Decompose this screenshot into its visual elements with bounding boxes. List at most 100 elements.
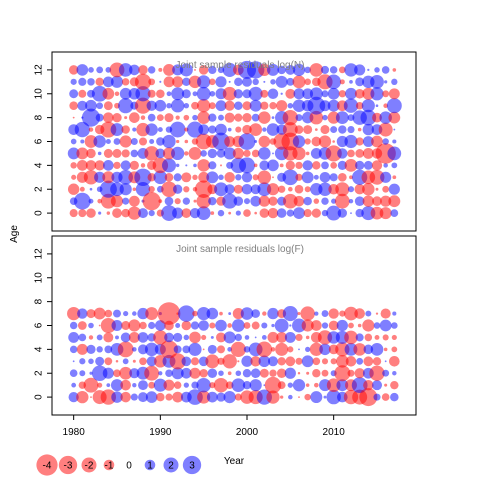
residual-bubble — [106, 211, 111, 215]
residual-bubble — [194, 180, 213, 198]
residual-bubble — [209, 78, 216, 86]
y-tick-label: 10 — [34, 88, 45, 100]
residual-bubble — [161, 158, 177, 173]
residual-bubble — [295, 357, 303, 365]
residual-bubble — [390, 380, 399, 390]
residual-bubble — [382, 138, 389, 145]
residual-bubble — [258, 147, 271, 160]
residual-bubble — [344, 63, 358, 77]
residual-bubble — [251, 149, 260, 158]
residual-bubble — [318, 135, 332, 148]
residual-bubble — [390, 209, 399, 217]
residual-bubble — [72, 360, 75, 363]
residual-bubble — [222, 354, 237, 369]
residual-bubble — [121, 321, 131, 330]
residual-bubble — [355, 149, 365, 158]
residual-bubble — [144, 146, 159, 161]
residual-bubble — [190, 321, 200, 330]
residual-bubble — [110, 195, 124, 208]
residual-bubble — [272, 176, 274, 179]
legend-bubble — [103, 459, 115, 471]
residual-bubble — [110, 123, 124, 136]
residual-bubble — [304, 66, 311, 74]
residual-bubble — [217, 209, 225, 217]
residual-bubble — [295, 114, 303, 122]
residual-bubble — [230, 341, 246, 357]
bubbles-log-f — [67, 302, 400, 407]
residual-bubble — [162, 134, 176, 149]
residual-bubble — [372, 112, 382, 123]
residual-bubble — [69, 209, 78, 218]
residual-bubble — [371, 160, 383, 171]
residual-bubble — [339, 310, 346, 317]
residual-bubble — [110, 379, 124, 392]
residual-bubble — [266, 183, 280, 196]
residual-bubble — [69, 101, 78, 110]
residual-bubble — [102, 87, 115, 100]
residual-bubble — [78, 333, 87, 342]
residual-bubble — [337, 160, 347, 170]
residual-bubble — [258, 63, 271, 76]
residual-bubble — [350, 212, 352, 215]
residual-bubble — [122, 197, 130, 205]
panel-title-log-n: Joint sample residuals log(N) — [176, 60, 305, 71]
residual-bubble — [392, 175, 397, 180]
residual-bubble — [351, 377, 368, 394]
residual-bubble — [86, 208, 96, 218]
residual-bubble — [67, 183, 80, 195]
residual-bubble — [223, 147, 236, 160]
residual-bubble — [326, 378, 341, 393]
residual-bubble — [329, 66, 338, 74]
residual-bubble — [305, 383, 310, 387]
residual-bubble — [298, 396, 300, 398]
legend-label: 0 — [126, 461, 132, 472]
residual-bubble — [309, 87, 323, 101]
residual-bubble — [71, 174, 77, 180]
residual-bubble — [86, 344, 96, 354]
residual-bubble — [304, 138, 311, 145]
residual-bubble — [344, 306, 358, 321]
residual-bubble — [228, 312, 232, 315]
residual-bubble — [183, 382, 189, 388]
residual-bubble — [184, 151, 189, 156]
residual-bubble — [100, 389, 117, 405]
residual-bubble — [159, 80, 162, 83]
residual-bubble — [132, 127, 137, 132]
residual-bubble — [79, 186, 85, 192]
residual-bubble — [354, 196, 365, 206]
residual-bubble — [88, 335, 94, 340]
residual-bubble — [113, 369, 121, 378]
residual-bubble — [362, 319, 375, 332]
residual-bubble — [283, 193, 298, 209]
residual-bubble — [347, 186, 355, 193]
residual-bubble — [293, 88, 305, 100]
residual-bubble — [355, 160, 365, 171]
residual-bubble — [277, 65, 286, 75]
residual-bubble — [323, 395, 327, 399]
residual-bubble — [98, 211, 102, 215]
residual-bubble — [337, 148, 348, 159]
residual-bubble — [322, 114, 328, 121]
residual-bubble — [252, 174, 259, 181]
legend-bubble — [36, 454, 58, 476]
residual-bubble — [309, 110, 324, 125]
residual-bubble — [76, 147, 89, 160]
residual-bubble — [380, 171, 392, 183]
residual-bubble — [80, 139, 85, 144]
legend-label: 3 — [189, 461, 195, 472]
residual-bubble — [254, 211, 257, 215]
residual-bubble — [364, 333, 373, 342]
residual-bubble — [110, 182, 124, 197]
residual-bubble — [97, 198, 102, 204]
residual-bubble — [165, 393, 173, 401]
residual-bubble — [208, 125, 217, 134]
residual-bubble — [83, 170, 99, 185]
residual-bubble — [77, 321, 87, 330]
residual-bubble — [392, 68, 397, 72]
residual-bubble — [276, 368, 287, 378]
residual-bubble — [259, 160, 270, 171]
panel-log-f: Joint sample residuals log(F) 0 2 4 6 8 10 12 — [34, 235, 417, 416]
residual-bubble — [208, 102, 216, 110]
residual-bubble — [284, 331, 296, 343]
residual-bubble — [115, 335, 119, 340]
